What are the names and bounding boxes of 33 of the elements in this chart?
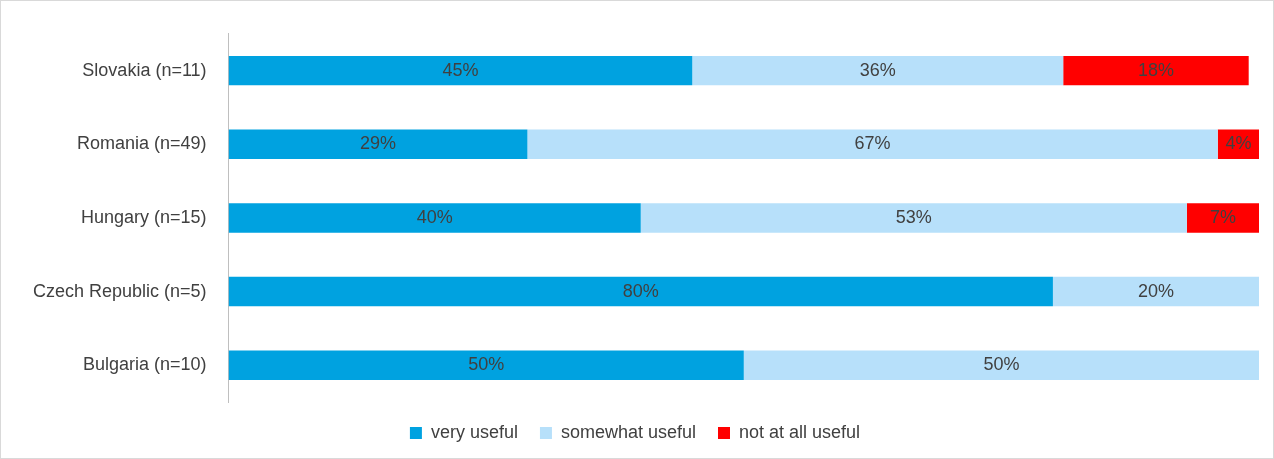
bar xyxy=(1052,276,1259,307)
bar xyxy=(228,129,528,159)
y-tick-label: Slovakia (n=11) xyxy=(82,59,207,80)
data-label: 67% xyxy=(854,133,891,154)
legend-label: very useful xyxy=(430,421,518,442)
legend-label: not at all useful xyxy=(739,421,861,442)
bar xyxy=(228,276,1053,307)
y-tick-label: Bulgaria (n=10) xyxy=(83,354,207,375)
data-label: 50% xyxy=(468,354,505,375)
data-label: 50% xyxy=(983,354,1020,375)
y-tick-label: Hungary (n=15) xyxy=(81,206,207,227)
data-label: 40% xyxy=(416,206,453,227)
data-label: 29% xyxy=(359,133,397,154)
y-tick-label: Czech Republic (n=5) xyxy=(32,280,207,301)
data-label: 80% xyxy=(622,280,659,301)
bar xyxy=(743,350,1259,380)
bar xyxy=(228,350,744,380)
data-label: 18% xyxy=(1137,59,1174,80)
data-label: 36% xyxy=(859,59,896,80)
data-label: 4% xyxy=(1225,133,1252,154)
data-label: 7% xyxy=(1209,206,1236,227)
bar xyxy=(228,55,693,86)
bar xyxy=(228,203,641,233)
bar xyxy=(1063,55,1249,86)
legend-label: somewhat useful xyxy=(560,421,697,442)
data-label: 53% xyxy=(895,206,932,227)
bar xyxy=(640,203,1187,233)
bar xyxy=(527,129,1218,159)
y-tick-label: Romania (n=49) xyxy=(77,133,207,154)
bar xyxy=(692,55,1064,86)
data-label: 20% xyxy=(1137,280,1174,301)
bar xyxy=(1186,203,1259,233)
data-label: 45% xyxy=(442,59,479,80)
